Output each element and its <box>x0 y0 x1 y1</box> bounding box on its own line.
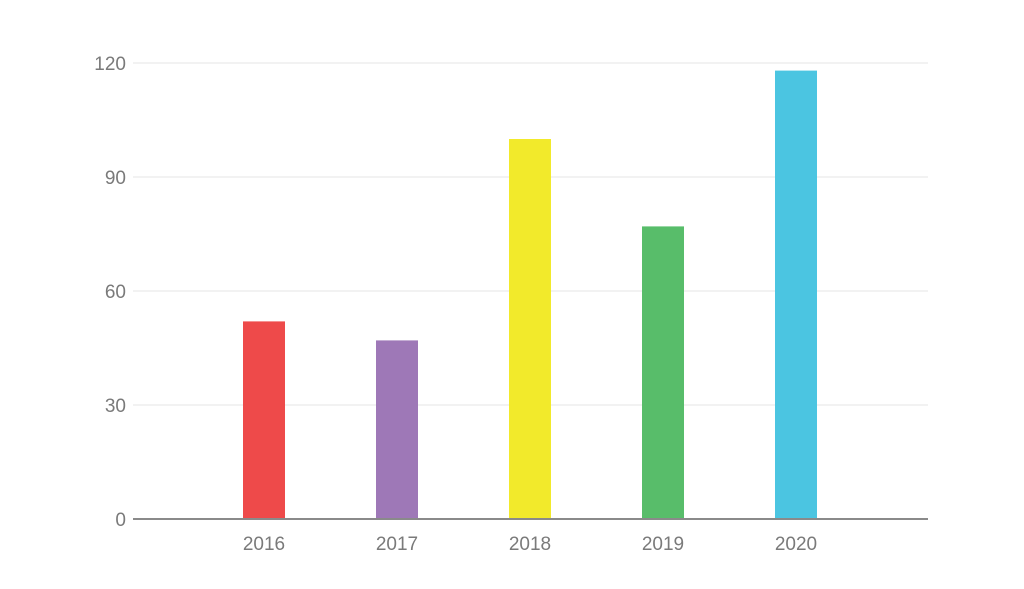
y-tick-label: 90 <box>105 168 126 189</box>
x-tick-label: 2018 <box>509 534 551 555</box>
y-tick-label: 30 <box>105 396 126 417</box>
x-tick-label: 2016 <box>243 534 285 555</box>
y-tick-label: 60 <box>105 282 126 303</box>
bar-2019 <box>642 226 684 519</box>
bar-2018 <box>509 139 551 519</box>
bar-2017 <box>376 340 418 519</box>
x-tick-label: 2019 <box>642 534 684 555</box>
bar-2020 <box>775 70 817 519</box>
bars <box>243 70 817 519</box>
bar-2016 <box>243 321 285 519</box>
tick-labels: 0 30 60 90 120 2016 2017 2018 2019 2020 <box>94 54 817 555</box>
y-tick-label: 120 <box>94 54 126 75</box>
x-tick-label: 2017 <box>376 534 418 555</box>
x-tick-label: 2020 <box>775 534 817 555</box>
y-tick-label: 0 <box>115 510 126 531</box>
